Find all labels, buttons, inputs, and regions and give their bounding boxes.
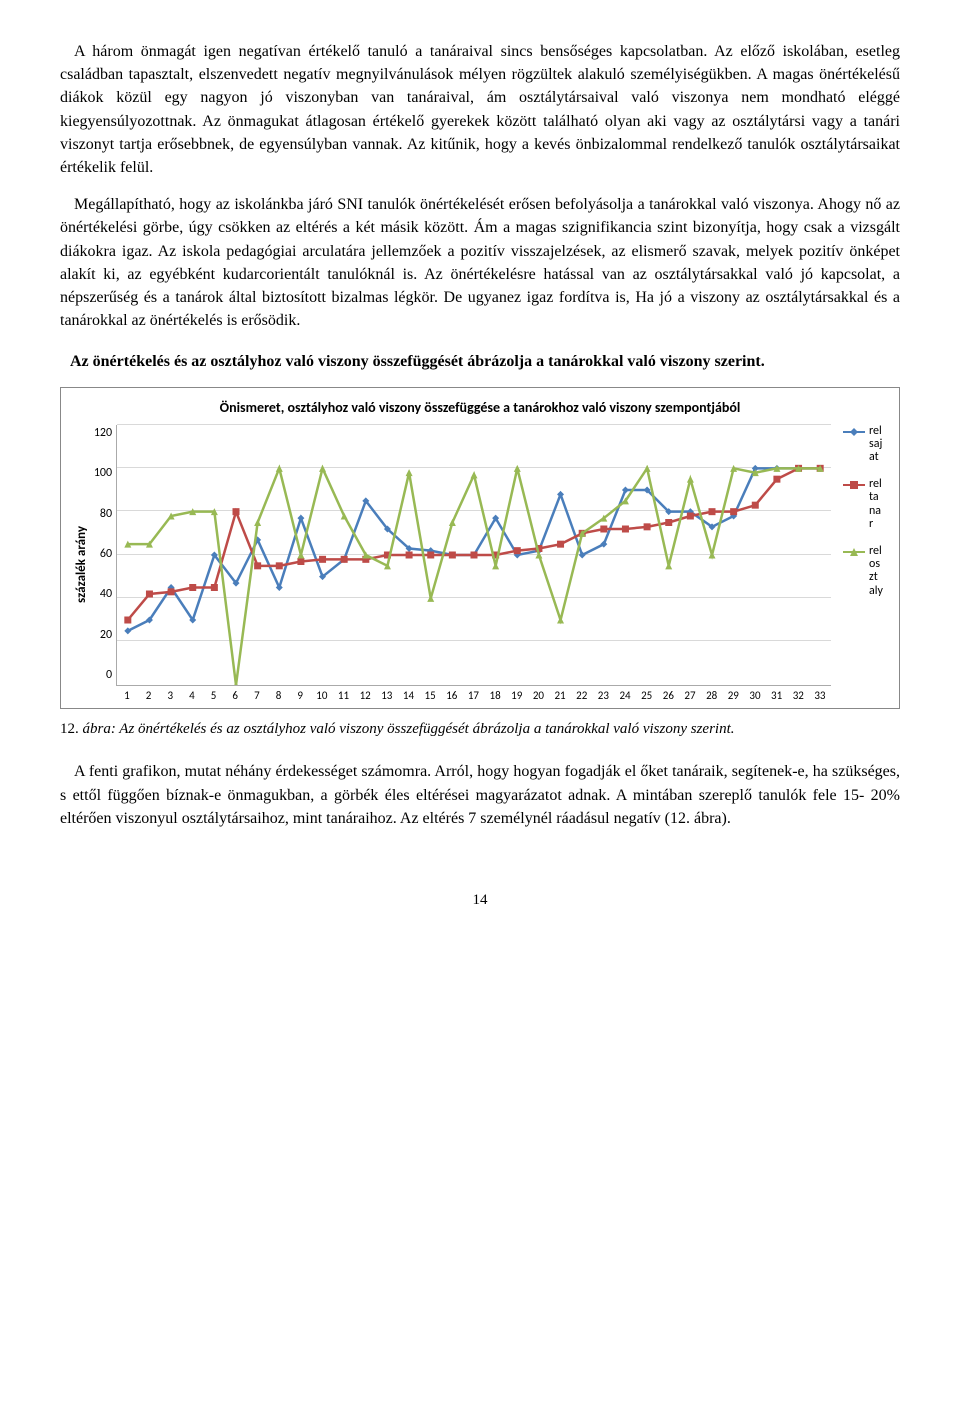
paragraph-3: A fenti grafikon, mutat néhány érdekessé… bbox=[60, 760, 900, 830]
chart-heading: Az önértékelés és az osztályhoz való vis… bbox=[60, 350, 900, 373]
chart-title: Önismeret, osztályhoz való viszony össze… bbox=[71, 398, 889, 418]
paragraph-1: A három önmagát igen negatívan értékelő … bbox=[60, 40, 900, 179]
legend-item: rel ta na r bbox=[843, 478, 889, 531]
paragraph-2: Megállapítható, hogy az iskolánkba járó … bbox=[60, 193, 900, 332]
caption-text: ábra: Az önértékelés és az osztályhoz va… bbox=[83, 721, 735, 737]
x-ticks: 1234567891011121314151617181920212223242… bbox=[116, 686, 831, 704]
chart-container: Önismeret, osztályhoz való viszony össze… bbox=[60, 387, 900, 708]
caption-number: 12. bbox=[60, 721, 83, 737]
legend-item: rel os zt aly bbox=[843, 545, 889, 598]
y-axis-label: százalék arány bbox=[71, 425, 94, 704]
figure-caption: 12. ábra: Az önértékelés és az osztályho… bbox=[60, 719, 900, 741]
y-ticks: 120100806040200 bbox=[94, 425, 116, 685]
legend-item: rel saj at bbox=[843, 425, 889, 465]
chart-legend: rel saj at rel ta na r rel os zt aly bbox=[831, 425, 889, 704]
page-number: 14 bbox=[60, 890, 900, 912]
chart-plot bbox=[116, 425, 831, 686]
